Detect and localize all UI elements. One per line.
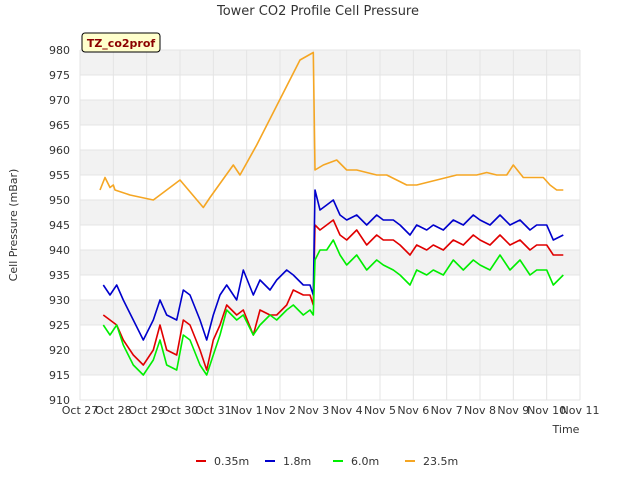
y-tick-label: 980 — [49, 44, 70, 57]
y-tick-label: 945 — [49, 219, 70, 232]
y-tick-label: 955 — [49, 169, 70, 182]
y-tick-label: 920 — [49, 344, 70, 357]
y-tick-label: 930 — [49, 294, 70, 307]
legend-label: 6.0m — [351, 455, 379, 468]
x-tick-label: Oct 31 — [195, 404, 232, 417]
legend: 0.35m 1.8m 6.0m 23.5m — [196, 455, 458, 468]
plot-band — [80, 200, 580, 225]
y-tick-label: 925 — [49, 319, 70, 332]
y-tick-label: 935 — [49, 269, 70, 282]
y-tick-label: 910 — [49, 394, 70, 407]
x-tick-label: Nov 9 — [497, 404, 529, 417]
y-tick-label: 975 — [49, 69, 70, 82]
series-lines — [99, 51, 564, 376]
legend-label: 0.35m — [214, 455, 249, 468]
y-tick-label: 970 — [49, 94, 70, 107]
legend-item: 1.8m — [265, 455, 311, 468]
x-tick-label: Nov 4 — [331, 404, 363, 417]
chart-title: Tower CO2 Profile Cell Pressure — [216, 4, 419, 19]
site-tag-box — [81, 32, 161, 53]
site-tag-label: TZ_co2prof — [87, 37, 156, 50]
y-tick-label: 940 — [49, 244, 70, 257]
x-tick-label: Oct 30 — [162, 404, 199, 417]
y-axis-label: Cell Pressure (mBar) — [7, 169, 20, 282]
x-tick-label: Nov 10 — [527, 404, 566, 417]
series-line-1-8m — [102, 189, 564, 341]
y-tick-label: 915 — [49, 369, 70, 382]
plot-band — [80, 300, 580, 325]
x-tick-label: Oct 27 — [62, 404, 99, 417]
series-line-0-35m — [102, 219, 564, 371]
legend-label: 1.8m — [283, 455, 311, 468]
x-tick-label: Nov 8 — [464, 404, 496, 417]
y-tick-label: 950 — [49, 194, 70, 207]
series-line-6-0m — [102, 239, 564, 376]
plot-band — [80, 250, 580, 275]
site-tag: TZ_co2prof — [81, 32, 161, 53]
plot-band — [80, 50, 580, 75]
y-tick-label: 960 — [49, 144, 70, 157]
x-tick-label: Nov 1 — [231, 404, 263, 417]
x-tick-label: Oct 29 — [128, 404, 165, 417]
series-line-23-5m — [99, 51, 564, 209]
x-axis-label: Time — [552, 423, 580, 436]
legend-item: 6.0m — [333, 455, 379, 468]
x-tick-label: Nov 7 — [431, 404, 463, 417]
plot-band — [80, 100, 580, 125]
y-axis-ticks: 910 915 920 925 930 935 940 945 950 955 960 965 970 9… — [49, 44, 70, 407]
x-tick-label: Oct 28 — [95, 404, 132, 417]
x-tick-label: Nov 3 — [297, 404, 329, 417]
y-tick-label: 965 — [49, 119, 70, 132]
legend-item: 0.35m — [196, 455, 249, 468]
legend-label: 23.5m — [423, 455, 458, 468]
x-tick-label: Nov 5 — [364, 404, 396, 417]
x-tick-label: Nov 6 — [397, 404, 429, 417]
legend-item: 23.5m — [405, 455, 458, 468]
x-tick-label: Nov 11 — [561, 404, 600, 417]
gridlines — [79, 49, 581, 401]
x-tick-label: Nov 2 — [264, 404, 296, 417]
